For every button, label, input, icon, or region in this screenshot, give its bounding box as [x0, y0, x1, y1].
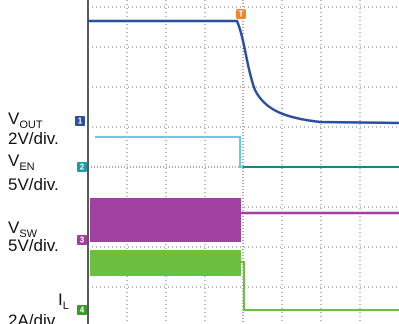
trigger-marker: T: [236, 9, 246, 19]
channel-symbol: V: [8, 151, 20, 170]
channel-subscript: EN: [19, 161, 34, 173]
traces: [88, 19, 399, 311]
channel-scale: 5V/div.: [8, 236, 59, 255]
channel-marker-box: [77, 162, 87, 172]
channel-subscript: OUT: [19, 119, 43, 131]
channel-name: VEN: [8, 151, 35, 173]
channel-marker-box: [77, 235, 87, 245]
channel-marker: 3: [80, 236, 85, 245]
channel-scale: 5V/div.: [8, 175, 59, 194]
trigger-label: T: [239, 10, 244, 19]
channel-name: IL: [58, 290, 69, 312]
vsw-band: [90, 198, 241, 242]
channel-marker: 4: [80, 306, 85, 315]
channel-symbol: I: [58, 290, 63, 309]
channel-subscript: L: [63, 300, 69, 312]
channel-marker: 1: [78, 117, 83, 126]
channel-symbol: V: [8, 109, 20, 128]
il-band: [90, 250, 241, 276]
channel-marker-box: [75, 116, 85, 126]
channel-marker-box: [77, 305, 87, 315]
channel-scale: 2A/div.: [8, 311, 59, 324]
channel-symbol: V: [8, 218, 20, 237]
channel-name: VOUT: [8, 109, 43, 131]
channel-name: VSW: [8, 218, 38, 240]
channel-scale: 2V/div.: [8, 129, 59, 148]
channel-subscript: SW: [19, 228, 37, 240]
channel-marker: 2: [80, 163, 85, 172]
